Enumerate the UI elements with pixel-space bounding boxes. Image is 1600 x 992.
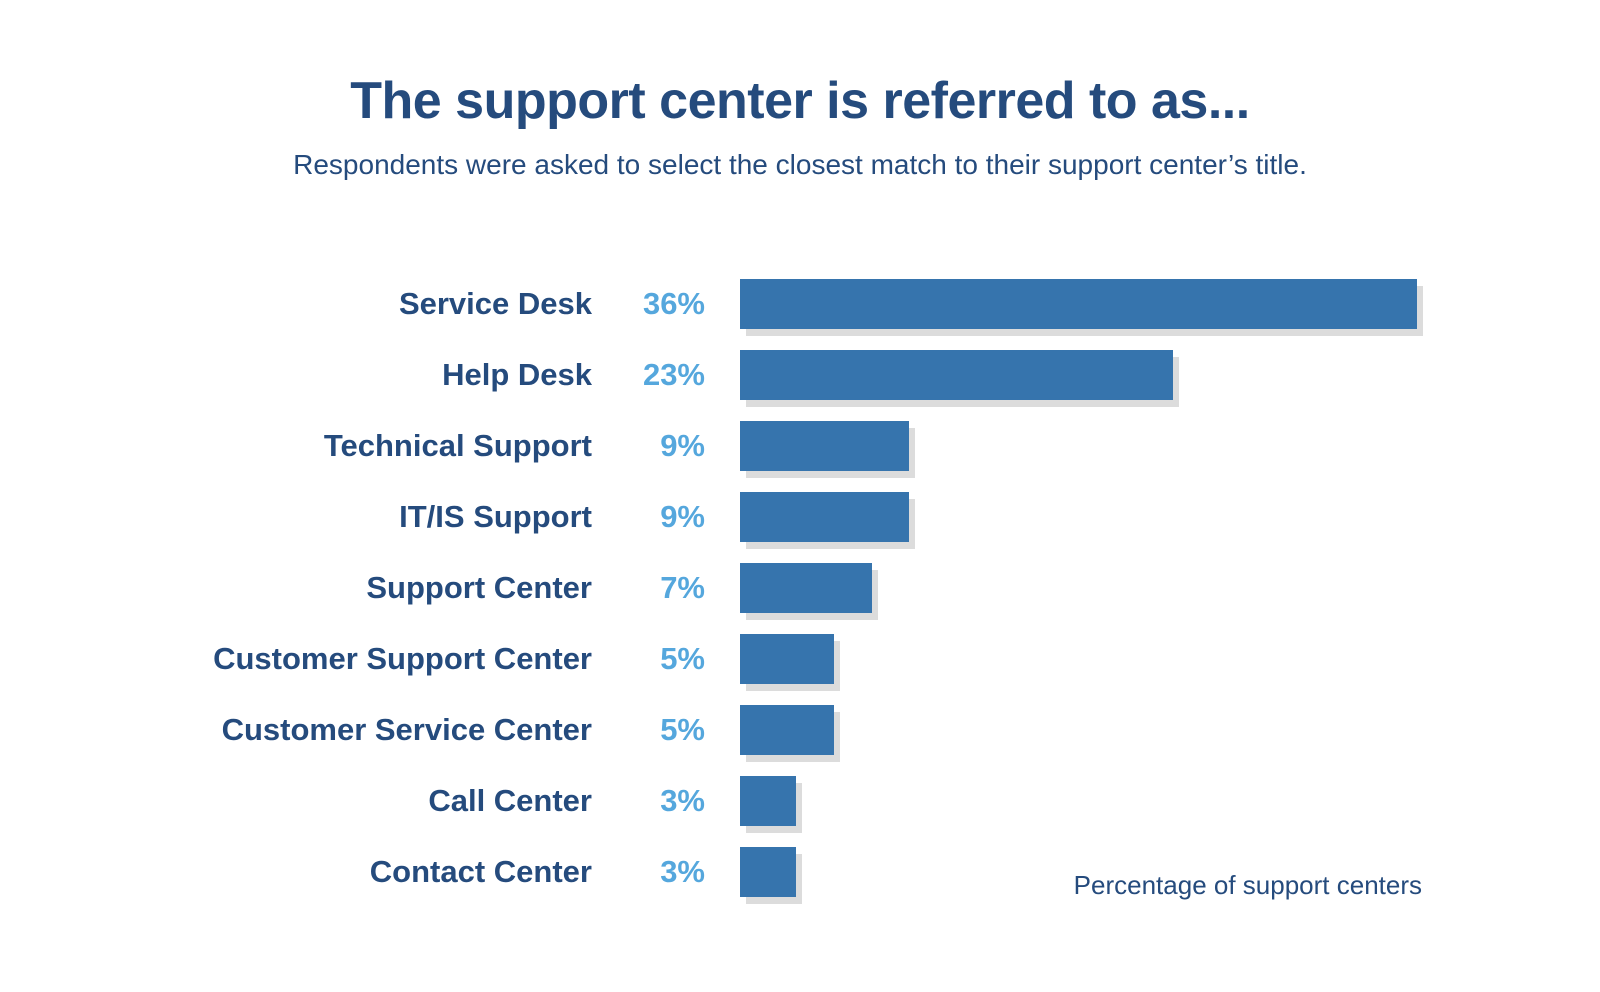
bar-category-label: Call Center <box>428 782 592 818</box>
bar <box>740 704 835 755</box>
bar-category-label: Help Desk <box>442 356 592 392</box>
bar-row: Help Desk 23% <box>150 339 1430 410</box>
bar-track <box>740 278 1417 329</box>
bar <box>740 846 797 897</box>
bar <box>740 420 910 471</box>
chart-header: The support center is referred to as... … <box>0 0 1600 182</box>
chart-subtitle: Respondents were asked to select the clo… <box>293 149 1307 180</box>
bar-value-label: 23% <box>642 356 705 392</box>
bar-value-label: 3% <box>660 782 705 818</box>
bar-category-label: Service Desk <box>398 285 592 321</box>
bar-category-label: IT/IS Support <box>399 498 592 534</box>
bar-row: IT/IS Support 9% <box>150 481 1430 552</box>
bar-value-label: 5% <box>660 711 705 747</box>
bar <box>740 633 835 684</box>
bar-value-label: 3% <box>660 853 705 889</box>
bar-row: Call Center 3% <box>150 765 1430 836</box>
bar-row: Contact Center 3% <box>150 836 1430 907</box>
bar-value-label: 36% <box>642 285 705 321</box>
bar-category-label: Customer Support Center <box>213 640 592 676</box>
x-axis-label: Percentage of support centers <box>1073 870 1422 900</box>
bar-track <box>740 491 1417 542</box>
bar <box>740 562 872 613</box>
bar-track <box>740 704 1417 755</box>
chart-title: The support center is referred to as... <box>350 72 1250 130</box>
bar-category-label: Contact Center <box>369 853 592 889</box>
bar-value-label: 9% <box>660 498 705 534</box>
bar-row: Service Desk 36% <box>150 268 1430 339</box>
bar <box>740 491 910 542</box>
bar-track <box>740 846 1417 897</box>
bar-row: Customer Service Center 5% <box>150 694 1430 765</box>
bar-track <box>740 562 1417 613</box>
bar-track <box>740 420 1417 471</box>
bar-category-label: Support Center <box>366 569 592 605</box>
bar <box>740 278 1417 329</box>
bar <box>740 349 1173 400</box>
bar-category-label: Customer Service Center <box>221 711 592 747</box>
bar-value-label: 9% <box>660 427 705 463</box>
bar-track <box>740 633 1417 684</box>
bar-track <box>740 775 1417 826</box>
bar-category-label: Technical Support <box>323 427 592 463</box>
bar-rows: Service Desk 36% Help Desk 23% Technical… <box>150 268 1430 907</box>
bar-value-label: 5% <box>660 640 705 676</box>
bar-chart: Service Desk 36% Help Desk 23% Technical… <box>150 268 1430 907</box>
bar-value-label: 7% <box>660 569 705 605</box>
bar <box>740 775 797 826</box>
bar-row: Technical Support 9% <box>150 410 1430 481</box>
bar-row: Customer Support Center 5% <box>150 623 1430 694</box>
bar-row: Support Center 7% <box>150 552 1430 623</box>
bar-track <box>740 349 1417 400</box>
